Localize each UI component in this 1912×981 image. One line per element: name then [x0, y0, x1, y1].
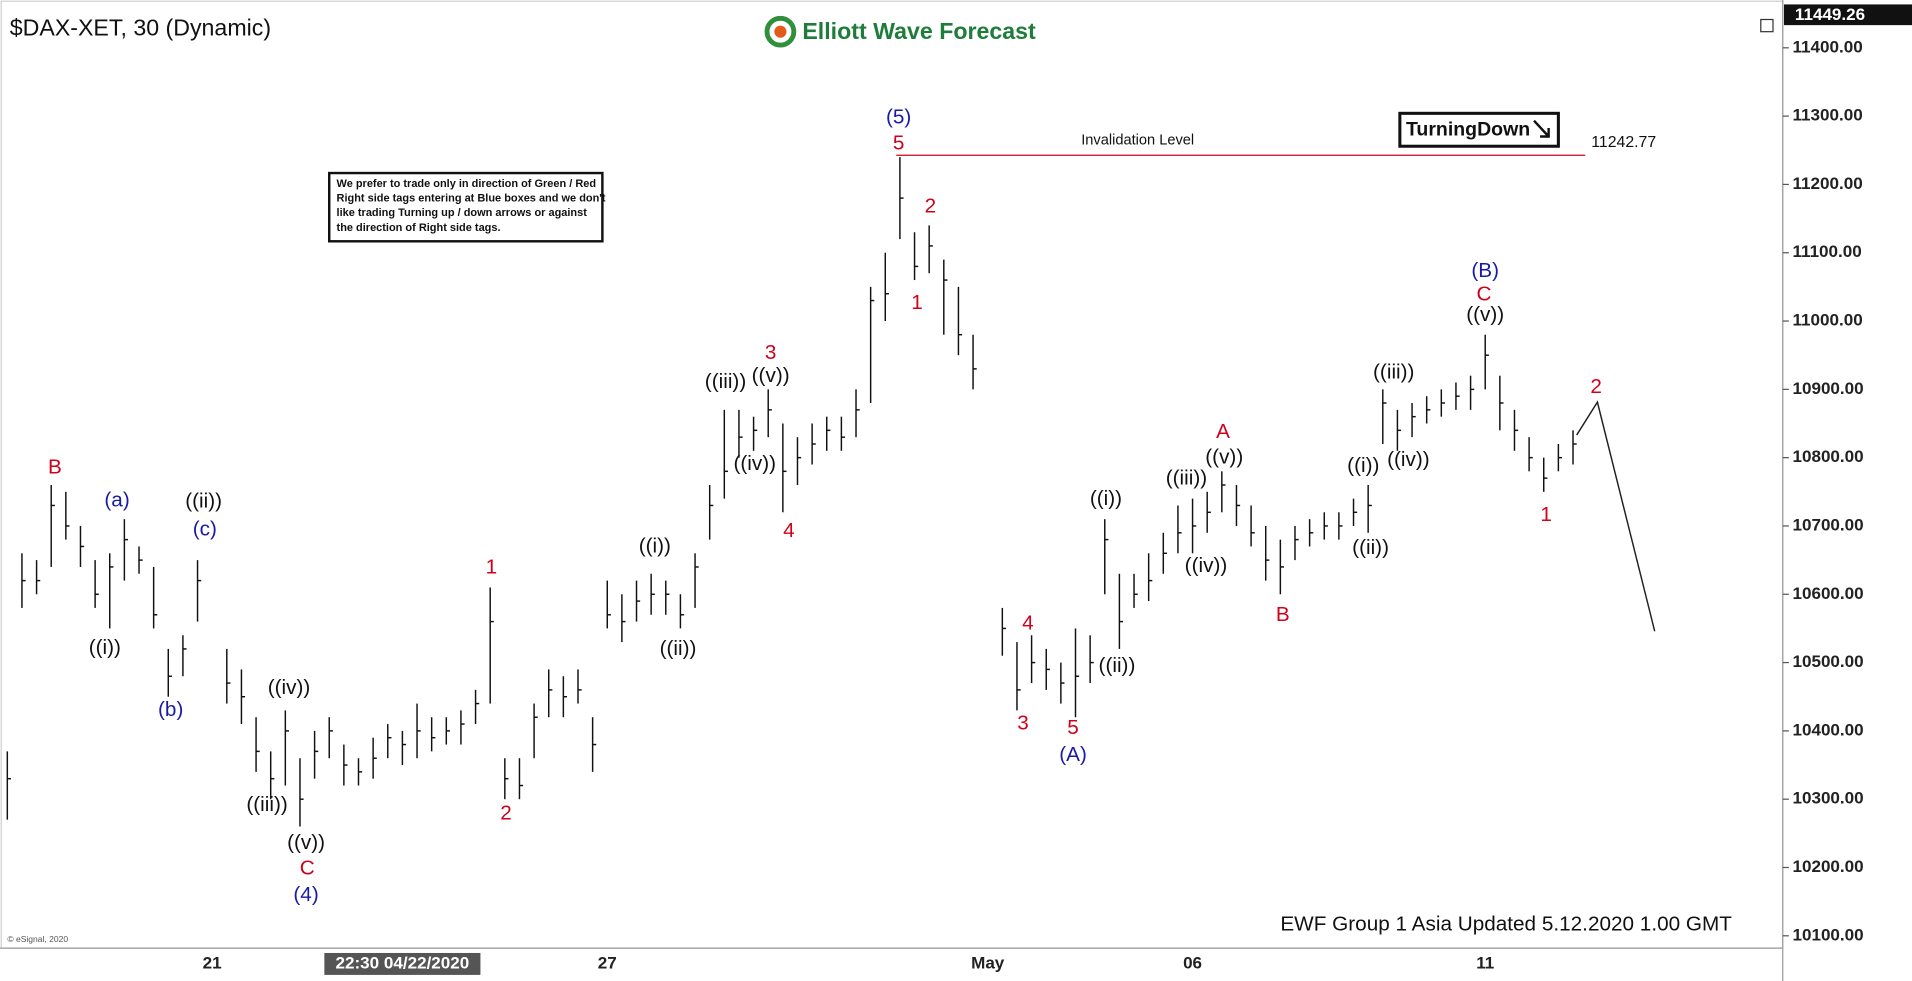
- wave-label: ((iv)): [268, 676, 311, 699]
- wave-label: B: [1276, 603, 1290, 626]
- wave-label: 5: [893, 131, 905, 154]
- y-tick-label: 10200.00: [1793, 857, 1864, 876]
- wave-label: ((i)): [89, 636, 121, 659]
- wave-label: ((v)): [287, 831, 325, 854]
- y-tick-label: 11200.00: [1793, 174, 1863, 193]
- wave-label: ((ii)): [660, 637, 697, 660]
- wave-label: (b): [158, 698, 183, 721]
- wave-label: (a): [104, 488, 129, 511]
- y-tick-label: 10900.00: [1793, 379, 1864, 398]
- y-tick-label: 11100.00: [1793, 242, 1862, 261]
- signal-arrow: [1533, 119, 1550, 138]
- wave-label: ((v)): [752, 364, 790, 387]
- x-tick-label: 06: [1183, 953, 1202, 972]
- y-tick-label: 10800.00: [1793, 447, 1864, 466]
- wave-label: A: [1216, 420, 1230, 443]
- wave-label: ((i)): [1347, 454, 1379, 477]
- wave-label: ((iv)): [734, 452, 777, 475]
- signal-box: [1398, 111, 1560, 148]
- wave-label: ((iv)): [1387, 448, 1430, 471]
- y-tick-label: 11400.00: [1793, 37, 1863, 56]
- x-tick-label: May: [971, 953, 1005, 972]
- y-tick-label: 10700.00: [1793, 515, 1864, 534]
- logo-icon: [764, 15, 797, 48]
- wave-label: C: [300, 856, 315, 879]
- x-tick-label: 21: [203, 953, 222, 972]
- y-tick-label: 10500.00: [1793, 652, 1864, 671]
- wave-label: 1: [486, 555, 498, 578]
- wave-label: ((ii)): [1099, 654, 1136, 677]
- wave-label: (4): [293, 883, 318, 906]
- wave-label: ((iii)): [1373, 360, 1414, 383]
- note-line: Right side tags entering at Blue boxes a…: [337, 193, 606, 205]
- wave-label: 1: [911, 291, 923, 314]
- note-line: like trading Turning up / down arrows or…: [337, 207, 588, 219]
- wave-label: 2: [925, 195, 937, 218]
- last-price: 11449.26: [1795, 5, 1865, 24]
- wave-label: (5): [886, 106, 911, 129]
- wave-label: ((iii)): [1166, 466, 1207, 489]
- note-line: the direction of Right side tags.: [337, 222, 501, 234]
- wave-label: 3: [765, 341, 777, 364]
- wave-label: (A): [1059, 743, 1087, 766]
- projection-path: [1576, 400, 1656, 632]
- wave-label: C: [1477, 282, 1492, 305]
- wave-label: ((ii)): [185, 490, 222, 513]
- wave-label: ((iv)): [1185, 554, 1228, 577]
- wave-label: (c): [193, 518, 217, 541]
- wave-label: 3: [1017, 711, 1029, 734]
- y-tick-label: 10100.00: [1793, 925, 1864, 944]
- wave-label: B: [48, 455, 62, 478]
- wave-label: 5: [1067, 716, 1079, 739]
- wave-label: 1: [1540, 503, 1552, 526]
- brand: Elliott Wave Forecast: [802, 18, 1036, 44]
- note-box: [328, 171, 604, 243]
- last-price-box: [1783, 4, 1912, 26]
- crosshair-box: [324, 952, 481, 975]
- wave-label: 4: [1022, 611, 1034, 634]
- y-tick-label: 11300.00: [1793, 106, 1863, 125]
- wave-label: ((i)): [639, 535, 671, 558]
- wave-label: ((v)): [1466, 303, 1504, 326]
- wave-label: 2: [500, 802, 512, 825]
- wave-label: (B): [1471, 259, 1499, 282]
- footer: EWF Group 1 Asia Updated 5.12.2020 1.00 …: [1280, 912, 1732, 935]
- wave-label: ((ii)): [1352, 536, 1389, 559]
- logo-icon-core: [774, 25, 787, 38]
- signal-text: TurningDown: [1406, 119, 1530, 141]
- y-tick-label: 11000.00: [1793, 311, 1863, 330]
- wave-label: 4: [783, 519, 795, 542]
- invalidation-label: Invalidation Level: [1081, 132, 1194, 148]
- y-tick-label: 10600.00: [1793, 584, 1864, 603]
- crosshair-label: 22:30 04/22/2020: [336, 953, 470, 972]
- copyright: © eSignal, 2020: [7, 934, 68, 944]
- wave-label: ((iii)): [246, 793, 287, 816]
- y-tick-label: 10400.00: [1793, 720, 1864, 739]
- chart-title: $DAX-XET, 30 (Dynamic): [10, 14, 271, 40]
- window-icon: [1760, 18, 1774, 33]
- invalidation-value: 11242.77: [1591, 134, 1656, 151]
- wave-label: ((v)): [1205, 446, 1243, 469]
- x-tick-label: 27: [598, 953, 617, 972]
- note-line: We prefer to trade only in direction of …: [337, 178, 597, 190]
- x-tick-label: 11: [1476, 953, 1494, 972]
- wave-label: 2: [1590, 375, 1602, 398]
- wave-label: ((iii)): [705, 370, 746, 393]
- y-tick-label: 10300.00: [1793, 789, 1864, 808]
- wave-label: ((i)): [1090, 487, 1122, 510]
